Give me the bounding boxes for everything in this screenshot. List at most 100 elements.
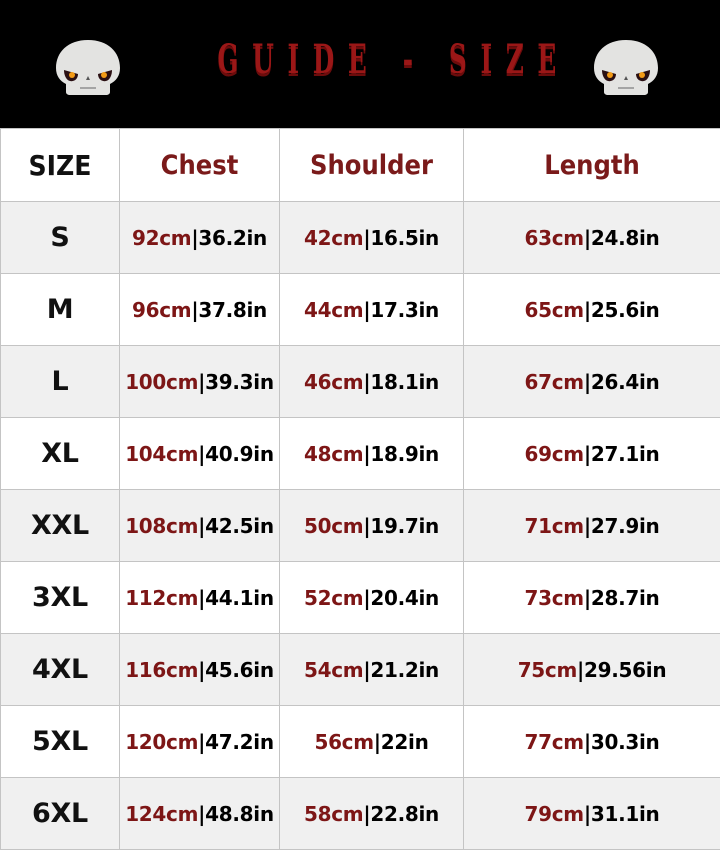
banner: GUIDE - SIZE — [0, 0, 720, 128]
size-table: SIZE Chest Shoulder Length S 92cm|36.2in 4… — [0, 128, 720, 850]
shoulder-cm: 50cm — [304, 513, 364, 538]
separator: | — [577, 657, 585, 682]
shoulder-cell: 56cm|22in — [279, 705, 464, 778]
chest-cell: 96cm|37.8in — [119, 273, 280, 346]
chest-in: 40.9in — [205, 441, 274, 466]
shoulder-cm: 52cm — [304, 585, 364, 610]
chest-in: 37.8in — [198, 297, 267, 322]
separator: | — [198, 441, 206, 466]
chest-cell: 108cm|42.5in — [119, 489, 280, 562]
chest-in: 36.2in — [198, 225, 267, 250]
shoulder-cell: 50cm|19.7in — [279, 489, 464, 562]
separator: | — [191, 225, 199, 250]
separator: | — [363, 585, 371, 610]
length-in: 25.6in — [590, 297, 660, 322]
length-cm: 63cm — [524, 225, 585, 250]
header-shoulder: Shoulder — [279, 128, 464, 202]
separator: | — [198, 729, 206, 754]
length-cm: 69cm — [524, 441, 585, 466]
separator: | — [363, 441, 371, 466]
length-cm: 67cm — [524, 369, 585, 394]
length-cm: 71cm — [524, 513, 585, 538]
shoulder-cell: 48cm|18.9in — [279, 417, 464, 490]
chest-cell: 92cm|36.2in — [119, 201, 280, 274]
length-cell: 67cm|26.4in — [463, 345, 720, 418]
chest-cm: 124cm — [125, 801, 199, 826]
chest-cm: 100cm — [125, 369, 199, 394]
size-cell: S — [0, 201, 120, 274]
size-cell: L — [0, 345, 120, 418]
separator: | — [583, 729, 591, 754]
size-cell: M — [0, 273, 120, 346]
separator: | — [583, 585, 591, 610]
length-cm: 79cm — [524, 801, 585, 826]
shoulder-cell: 58cm|22.8in — [279, 777, 464, 850]
separator: | — [583, 297, 591, 322]
table-row: 6XL 124cm|48.8in 58cm|22.8in 79cm|31.1in — [0, 777, 720, 850]
shoulder-in: 22.8in — [370, 801, 439, 826]
separator: | — [363, 801, 371, 826]
shoulder-in: 22in — [380, 729, 429, 754]
chest-in: 45.6in — [205, 657, 274, 682]
length-in: 26.4in — [590, 369, 660, 394]
length-in: 27.1in — [590, 441, 660, 466]
skull-icon — [594, 40, 658, 95]
length-cell: 65cm|25.6in — [463, 273, 720, 346]
shoulder-cell: 44cm|17.3in — [279, 273, 464, 346]
chest-cell: 124cm|48.8in — [119, 777, 280, 850]
chest-cm: 108cm — [125, 513, 199, 538]
length-in: 29.56in — [584, 657, 667, 682]
separator: | — [583, 369, 591, 394]
shoulder-in: 20.4in — [370, 585, 439, 610]
header-row: SIZE Chest Shoulder Length — [0, 128, 720, 202]
table-row: 5XL 120cm|47.2in 56cm|22in 77cm|30.3in — [0, 705, 720, 778]
chest-in: 39.3in — [205, 369, 274, 394]
shoulder-cm: 56cm — [314, 729, 374, 754]
length-cm: 77cm — [524, 729, 585, 754]
length-in: 24.8in — [590, 225, 660, 250]
separator: | — [363, 369, 371, 394]
shoulder-in: 18.9in — [370, 441, 439, 466]
size-cell: XL — [0, 417, 120, 490]
length-cell: 77cm|30.3in — [463, 705, 720, 778]
length-cell: 73cm|28.7in — [463, 561, 720, 634]
separator: | — [583, 801, 591, 826]
length-in: 27.9in — [590, 513, 660, 538]
separator: | — [363, 225, 371, 250]
size-cell: 5XL — [0, 705, 120, 778]
chest-in: 47.2in — [205, 729, 274, 754]
length-in: 31.1in — [590, 801, 660, 826]
chest-cell: 112cm|44.1in — [119, 561, 280, 634]
length-cm: 75cm — [517, 657, 578, 682]
length-cm: 65cm — [524, 297, 585, 322]
shoulder-in: 18.1in — [370, 369, 439, 394]
separator: | — [373, 729, 381, 754]
separator: | — [583, 513, 591, 538]
separator: | — [363, 513, 371, 538]
table-row: XL 104cm|40.9in 48cm|18.9in 69cm|27.1in — [0, 417, 720, 490]
banner-title: GUIDE - SIZE — [217, 36, 570, 83]
shoulder-cm: 42cm — [304, 225, 364, 250]
shoulder-cm: 54cm — [304, 657, 364, 682]
length-in: 28.7in — [590, 585, 660, 610]
chest-in: 44.1in — [205, 585, 274, 610]
size-cell: XXL — [0, 489, 120, 562]
chest-cm: 112cm — [125, 585, 199, 610]
table-row: 3XL 112cm|44.1in 52cm|20.4in 73cm|28.7in — [0, 561, 720, 634]
header-chest: Chest — [119, 128, 280, 202]
shoulder-cell: 42cm|16.5in — [279, 201, 464, 274]
shoulder-cell: 52cm|20.4in — [279, 561, 464, 634]
separator: | — [191, 297, 199, 322]
length-cell: 75cm|29.56in — [463, 633, 720, 706]
separator: | — [198, 801, 206, 826]
shoulder-in: 21.2in — [370, 657, 439, 682]
chest-cm: 96cm — [132, 297, 192, 322]
shoulder-cell: 54cm|21.2in — [279, 633, 464, 706]
shoulder-in: 19.7in — [370, 513, 439, 538]
chest-cell: 120cm|47.2in — [119, 705, 280, 778]
separator: | — [583, 441, 591, 466]
shoulder-cell: 46cm|18.1in — [279, 345, 464, 418]
size-cell: 4XL — [0, 633, 120, 706]
separator: | — [198, 657, 206, 682]
length-cell: 69cm|27.1in — [463, 417, 720, 490]
